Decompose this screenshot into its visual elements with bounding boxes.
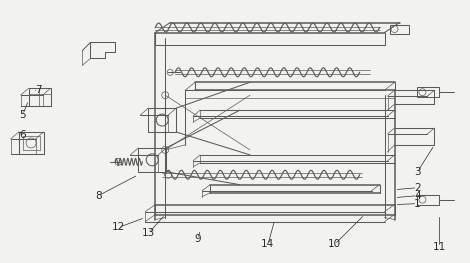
Bar: [390, 24, 409, 33]
Bar: [148, 108, 176, 132]
Text: 13: 13: [141, 229, 155, 239]
Text: 8: 8: [95, 191, 102, 201]
Text: 4: 4: [414, 191, 421, 201]
Text: 2: 2: [414, 183, 421, 193]
Text: 3: 3: [414, 167, 421, 177]
Text: 7: 7: [35, 85, 42, 95]
Text: 5: 5: [19, 110, 26, 120]
Text: 12: 12: [112, 222, 125, 232]
Text: 11: 11: [433, 242, 446, 252]
Bar: [19, 132, 44, 154]
Bar: [23, 136, 39, 150]
Text: 14: 14: [261, 239, 274, 249]
Text: 6: 6: [19, 130, 26, 140]
Bar: [417, 195, 439, 205]
Bar: [29, 88, 51, 106]
Text: 1: 1: [414, 199, 421, 209]
Bar: [138, 148, 166, 172]
Text: 9: 9: [195, 234, 202, 244]
Text: 10: 10: [328, 239, 341, 249]
Bar: [417, 87, 439, 97]
